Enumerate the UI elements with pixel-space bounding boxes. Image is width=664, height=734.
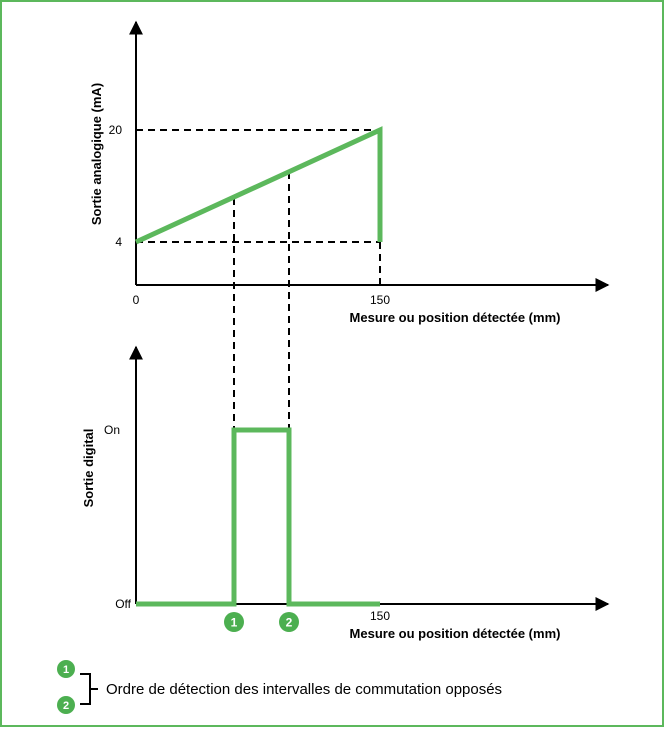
digital-x-label: Mesure ou position détectée (mm) [350,626,561,641]
analog-xtick-150: 150 [370,293,390,307]
digital-signal-line [136,427,380,607]
legend-badge-2-label: 2 [63,700,69,712]
legend-badge-1: 1 [57,660,75,678]
switch-marker-2: 2 [279,612,299,632]
digital-on-label: On [104,423,120,437]
analog-ytick-20: 20 [109,123,123,137]
digital-y-label: Sortie digital [81,429,96,508]
analog-ytick-4: 4 [115,235,122,249]
switch-marker-2-label: 2 [286,616,293,630]
analog-signal-line [134,126,383,245]
analog-x-label: Mesure ou position détectée (mm) [350,310,561,325]
switch-marker-1-label: 1 [231,616,238,630]
legend-bracket [80,673,91,705]
analog-xtick-0: 0 [133,293,140,307]
analog-y-label: Sortie analogique (mA) [89,83,104,225]
digital-xtick-150: 150 [370,609,390,623]
legend-badge-1-label: 1 [63,664,69,676]
analog-guides [136,129,381,430]
digital-off-label: Off [115,597,131,611]
switch-marker-1: 1 [224,612,244,632]
legend-badge-2: 2 [57,696,75,714]
legend: 1 2 Ordre de détection des intervalles d… [57,660,502,714]
legend-text: Ordre de détection des intervalles de co… [106,681,502,698]
